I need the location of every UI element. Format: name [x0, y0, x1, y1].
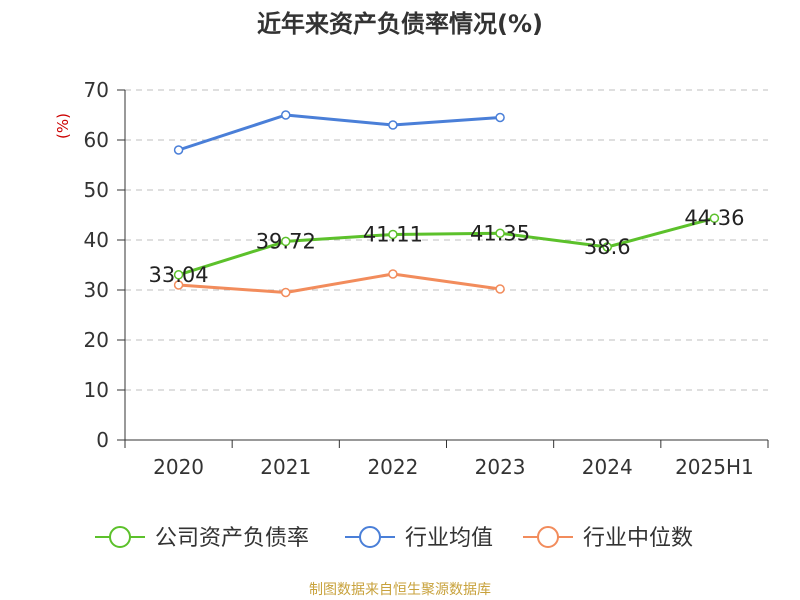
- legend: 公司资产负债率 行业均值 行业中位数: [95, 526, 693, 551]
- data-point: [495, 284, 505, 294]
- legend-label: 公司资产负债率: [155, 526, 309, 551]
- data-label: 33.04: [149, 263, 209, 287]
- x-tick-label: 2025H1: [675, 455, 754, 479]
- data-point: [281, 236, 291, 247]
- data-point: [495, 228, 505, 238]
- data-label: 41.35: [470, 221, 530, 245]
- data-label: 41.11: [363, 222, 423, 246]
- data-point: [388, 120, 398, 130]
- data-label: 39.72: [256, 229, 316, 253]
- data-source-footer: 制图数据来自恒生聚源数据库: [309, 582, 491, 598]
- data-point: [495, 112, 505, 123]
- chart-title: 近年来资产负债率情况(%): [257, 10, 543, 38]
- data-point: [173, 270, 184, 280]
- legend-marker: [359, 526, 381, 548]
- x-tick-label: 2020: [153, 455, 204, 479]
- y-axis-label: (%): [54, 113, 72, 139]
- data-label: 44.36: [684, 206, 744, 230]
- series-line: [178, 216, 715, 277]
- data-label: 38.6: [584, 235, 631, 259]
- data-point: [173, 280, 184, 290]
- data-point: [388, 229, 398, 240]
- y-tick-label: 70: [84, 78, 109, 102]
- data-point: [388, 269, 398, 279]
- x-tick-label: 2024: [582, 455, 633, 479]
- y-tick-label: 20: [84, 328, 109, 352]
- series-line: [178, 113, 501, 152]
- data-point: [602, 242, 612, 252]
- y-tick-label: 50: [84, 178, 109, 202]
- y-tick-label: 30: [84, 278, 109, 302]
- data-point: [709, 213, 720, 223]
- axes: 0 10 20 30 40 50 60 70 2020 2021 2022 2023 2024 2025H…: [54, 78, 769, 479]
- y-tick-label: 60: [84, 128, 109, 152]
- y-tick-label: 0: [96, 428, 109, 452]
- x-tick-label: 2022: [367, 455, 418, 479]
- legend-label: 行业中位数: [583, 526, 693, 551]
- legend-marker: [109, 526, 131, 548]
- data-labels: 33.04 39.72 41.11 41.35 38.6 44.36: [149, 206, 745, 287]
- x-tick-label: 2023: [475, 455, 526, 479]
- series-line: [178, 272, 501, 294]
- data-point: [281, 287, 291, 298]
- x-tick-label: 2021: [260, 455, 311, 479]
- data-point: [173, 145, 184, 155]
- legend-label: 行业均值: [405, 526, 493, 551]
- y-tick-label: 10: [84, 378, 109, 402]
- data-point: [281, 110, 291, 120]
- grid-lines: [125, 89, 768, 391]
- legend-marker: [537, 526, 559, 548]
- y-tick-label: 40: [84, 228, 109, 252]
- series-lines: [173, 110, 720, 298]
